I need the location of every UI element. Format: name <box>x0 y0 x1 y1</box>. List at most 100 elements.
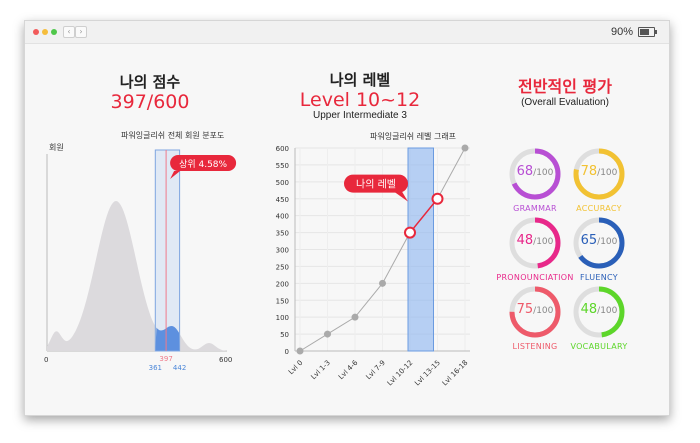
score-ring-pronounciation: 48/100 <box>507 215 563 271</box>
ring-progress <box>573 217 625 269</box>
level-y-tick: 600 <box>276 145 289 153</box>
distribution-area <box>47 201 227 351</box>
level-y-tick: 350 <box>276 230 289 238</box>
ring-score-total: /100 <box>597 306 618 316</box>
ring-score-total: /100 <box>533 237 554 247</box>
score-ring-accuracy: 78/100 <box>571 146 627 202</box>
ring-label-vocabulary: VOCABULARY <box>570 342 628 351</box>
ring-score-value: 65 <box>580 233 598 248</box>
ring-score-value: 68 <box>516 164 534 179</box>
ring-score-total: /100 <box>533 168 554 178</box>
overall-title: 전반적인 평가 <box>518 77 612 96</box>
level-point-highlight <box>404 226 416 239</box>
level-y-tick: 100 <box>276 314 289 322</box>
distribution-callout-label: 상위 4.58% <box>179 159 227 170</box>
back-button[interactable]: ‹ <box>63 26 75 38</box>
level-callout-label: 나의 레벨 <box>356 179 396 191</box>
app-window: ‹ › 90% 나의 점수 397/600 나의 레벨 Level 10~12 … <box>24 20 670 416</box>
ring-progress <box>509 148 561 200</box>
level-y-tick: 50 <box>280 331 289 339</box>
ring-score: 78/100 <box>571 164 627 179</box>
level-point-highlight <box>431 192 444 205</box>
distribution-y-label: 회원 <box>49 143 64 152</box>
ring-progress <box>509 217 561 269</box>
ring-label-accuracy: ACCURACY <box>576 204 622 213</box>
level-y-tick: 550 <box>276 162 289 170</box>
level-highlight-segment <box>409 198 439 234</box>
ring-chart <box>573 286 625 338</box>
level-value: Level 10~12 <box>299 89 421 111</box>
level-title: 나의 레벨 <box>329 71 391 89</box>
level-chart: 0 50 100 150 200 250 300 350 400 450 500 550 600 Lvl … <box>276 144 470 388</box>
ring-score: 75/100 <box>507 302 563 317</box>
distribution-chart-title: 파워잉글리쉬 전체 회원 분포도 <box>121 131 225 140</box>
ring-score-value: 48 <box>580 302 598 317</box>
forward-button[interactable]: › <box>75 26 87 38</box>
level-point <box>461 144 469 152</box>
level-point <box>296 347 304 355</box>
level-callout <box>344 174 408 193</box>
score-ring-fluency: 65/100 <box>571 215 627 271</box>
level-subtitle: Upper Intermediate 3 <box>313 110 407 121</box>
ring-chart <box>509 286 561 338</box>
title-bar: ‹ › 90% <box>25 21 669 44</box>
level-point <box>379 279 386 287</box>
minimize-window-button[interactable] <box>42 29 48 35</box>
level-point <box>324 330 331 338</box>
ring-chart <box>573 148 625 200</box>
distribution-highlight-band <box>154 149 181 352</box>
ring-label-grammar: GRAMMAR <box>513 204 557 213</box>
distribution-highlight-area <box>155 326 180 351</box>
score-title: 나의 점수 <box>119 73 181 91</box>
overall-subtitle: (Overall Evaluation) <box>521 97 609 108</box>
level-x-tick: Lvl 13-15 <box>413 359 442 388</box>
ring-label-fluency: FLUENCY <box>580 273 618 282</box>
ring-progress <box>573 286 625 338</box>
level-y-tick: 500 <box>276 179 289 187</box>
ring-score-total: /100 <box>597 168 618 178</box>
score-value: 397/600 <box>110 91 190 113</box>
distribution-x-tick: 0 <box>44 356 48 364</box>
level-highlight-band <box>407 147 434 352</box>
overall-header: 전반적인 평가 (Overall Evaluation) <box>485 77 645 108</box>
level-x-tick: Lvl 7-9 <box>365 359 387 381</box>
level-x-tick: Lvl 10-12 <box>386 359 415 388</box>
ring-score: 65/100 <box>571 233 627 248</box>
level-x-tick: Lvl 1-3 <box>310 359 332 381</box>
ring-chart <box>509 148 561 200</box>
ring-score-value: 78 <box>580 164 598 179</box>
ring-progress <box>509 286 561 338</box>
distribution-marker-label: 361 <box>149 364 162 372</box>
ring-score-total: /100 <box>597 237 618 247</box>
level-y-tick: 300 <box>276 247 289 255</box>
score-ring-grammar: 68/100 <box>507 146 563 202</box>
ring-progress <box>573 148 625 200</box>
ring-label-listening: LISTENING <box>512 342 558 351</box>
score-header: 나의 점수 397/600 <box>65 71 235 112</box>
distribution-callout-tail <box>170 171 181 179</box>
maximize-window-button[interactable] <box>51 29 57 35</box>
ring-chart <box>509 217 561 269</box>
distribution-callout <box>170 155 237 171</box>
ring-score: 48/100 <box>507 233 563 248</box>
ring-label-pronounciation: PRONOUNCIATION <box>496 273 574 282</box>
level-y-tick: 250 <box>276 263 289 271</box>
level-chart-title: 파워잉글리쉬 레벨 그래프 <box>370 132 457 141</box>
score-ring-listening: 75/100 <box>507 284 563 340</box>
ring-score: 48/100 <box>571 302 627 317</box>
close-window-button[interactable] <box>33 29 39 35</box>
distribution-marker-label: 442 <box>173 364 186 372</box>
level-y-tick: 400 <box>276 213 289 221</box>
ring-score-value: 48 <box>516 233 534 248</box>
ring-chart <box>573 217 625 269</box>
level-y-tick: 200 <box>276 280 289 288</box>
score-ring-vocabulary: 48/100 <box>571 284 627 340</box>
level-y-tick: 0 <box>285 348 289 356</box>
level-x-tick: Lvl 16-18 <box>441 359 470 388</box>
level-y-tick: 450 <box>276 196 289 204</box>
zoom-level: 90% <box>610 26 633 38</box>
ring-score-value: 75 <box>516 302 534 317</box>
distribution-x-tick: 600 <box>219 356 232 364</box>
level-y-tick: 150 <box>276 297 289 305</box>
